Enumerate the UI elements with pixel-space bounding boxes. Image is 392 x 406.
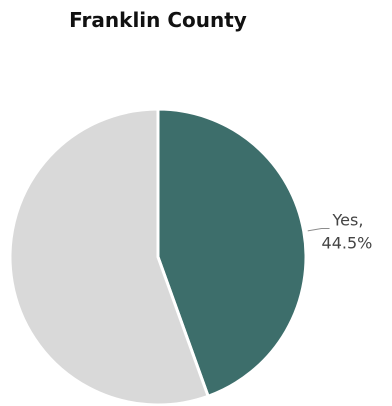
pie-slices [8,107,308,406]
label-leader-line [307,227,330,232]
chart-title: Franklin County [69,8,247,32]
pie-slice-yes [156,107,308,398]
slice-label-category: Yes, [332,210,364,229]
pie-labels: Yes, 44.5% [307,210,373,252]
slice-label-value: 44.5% [322,233,373,252]
pie-slice-other-1 [8,107,210,406]
